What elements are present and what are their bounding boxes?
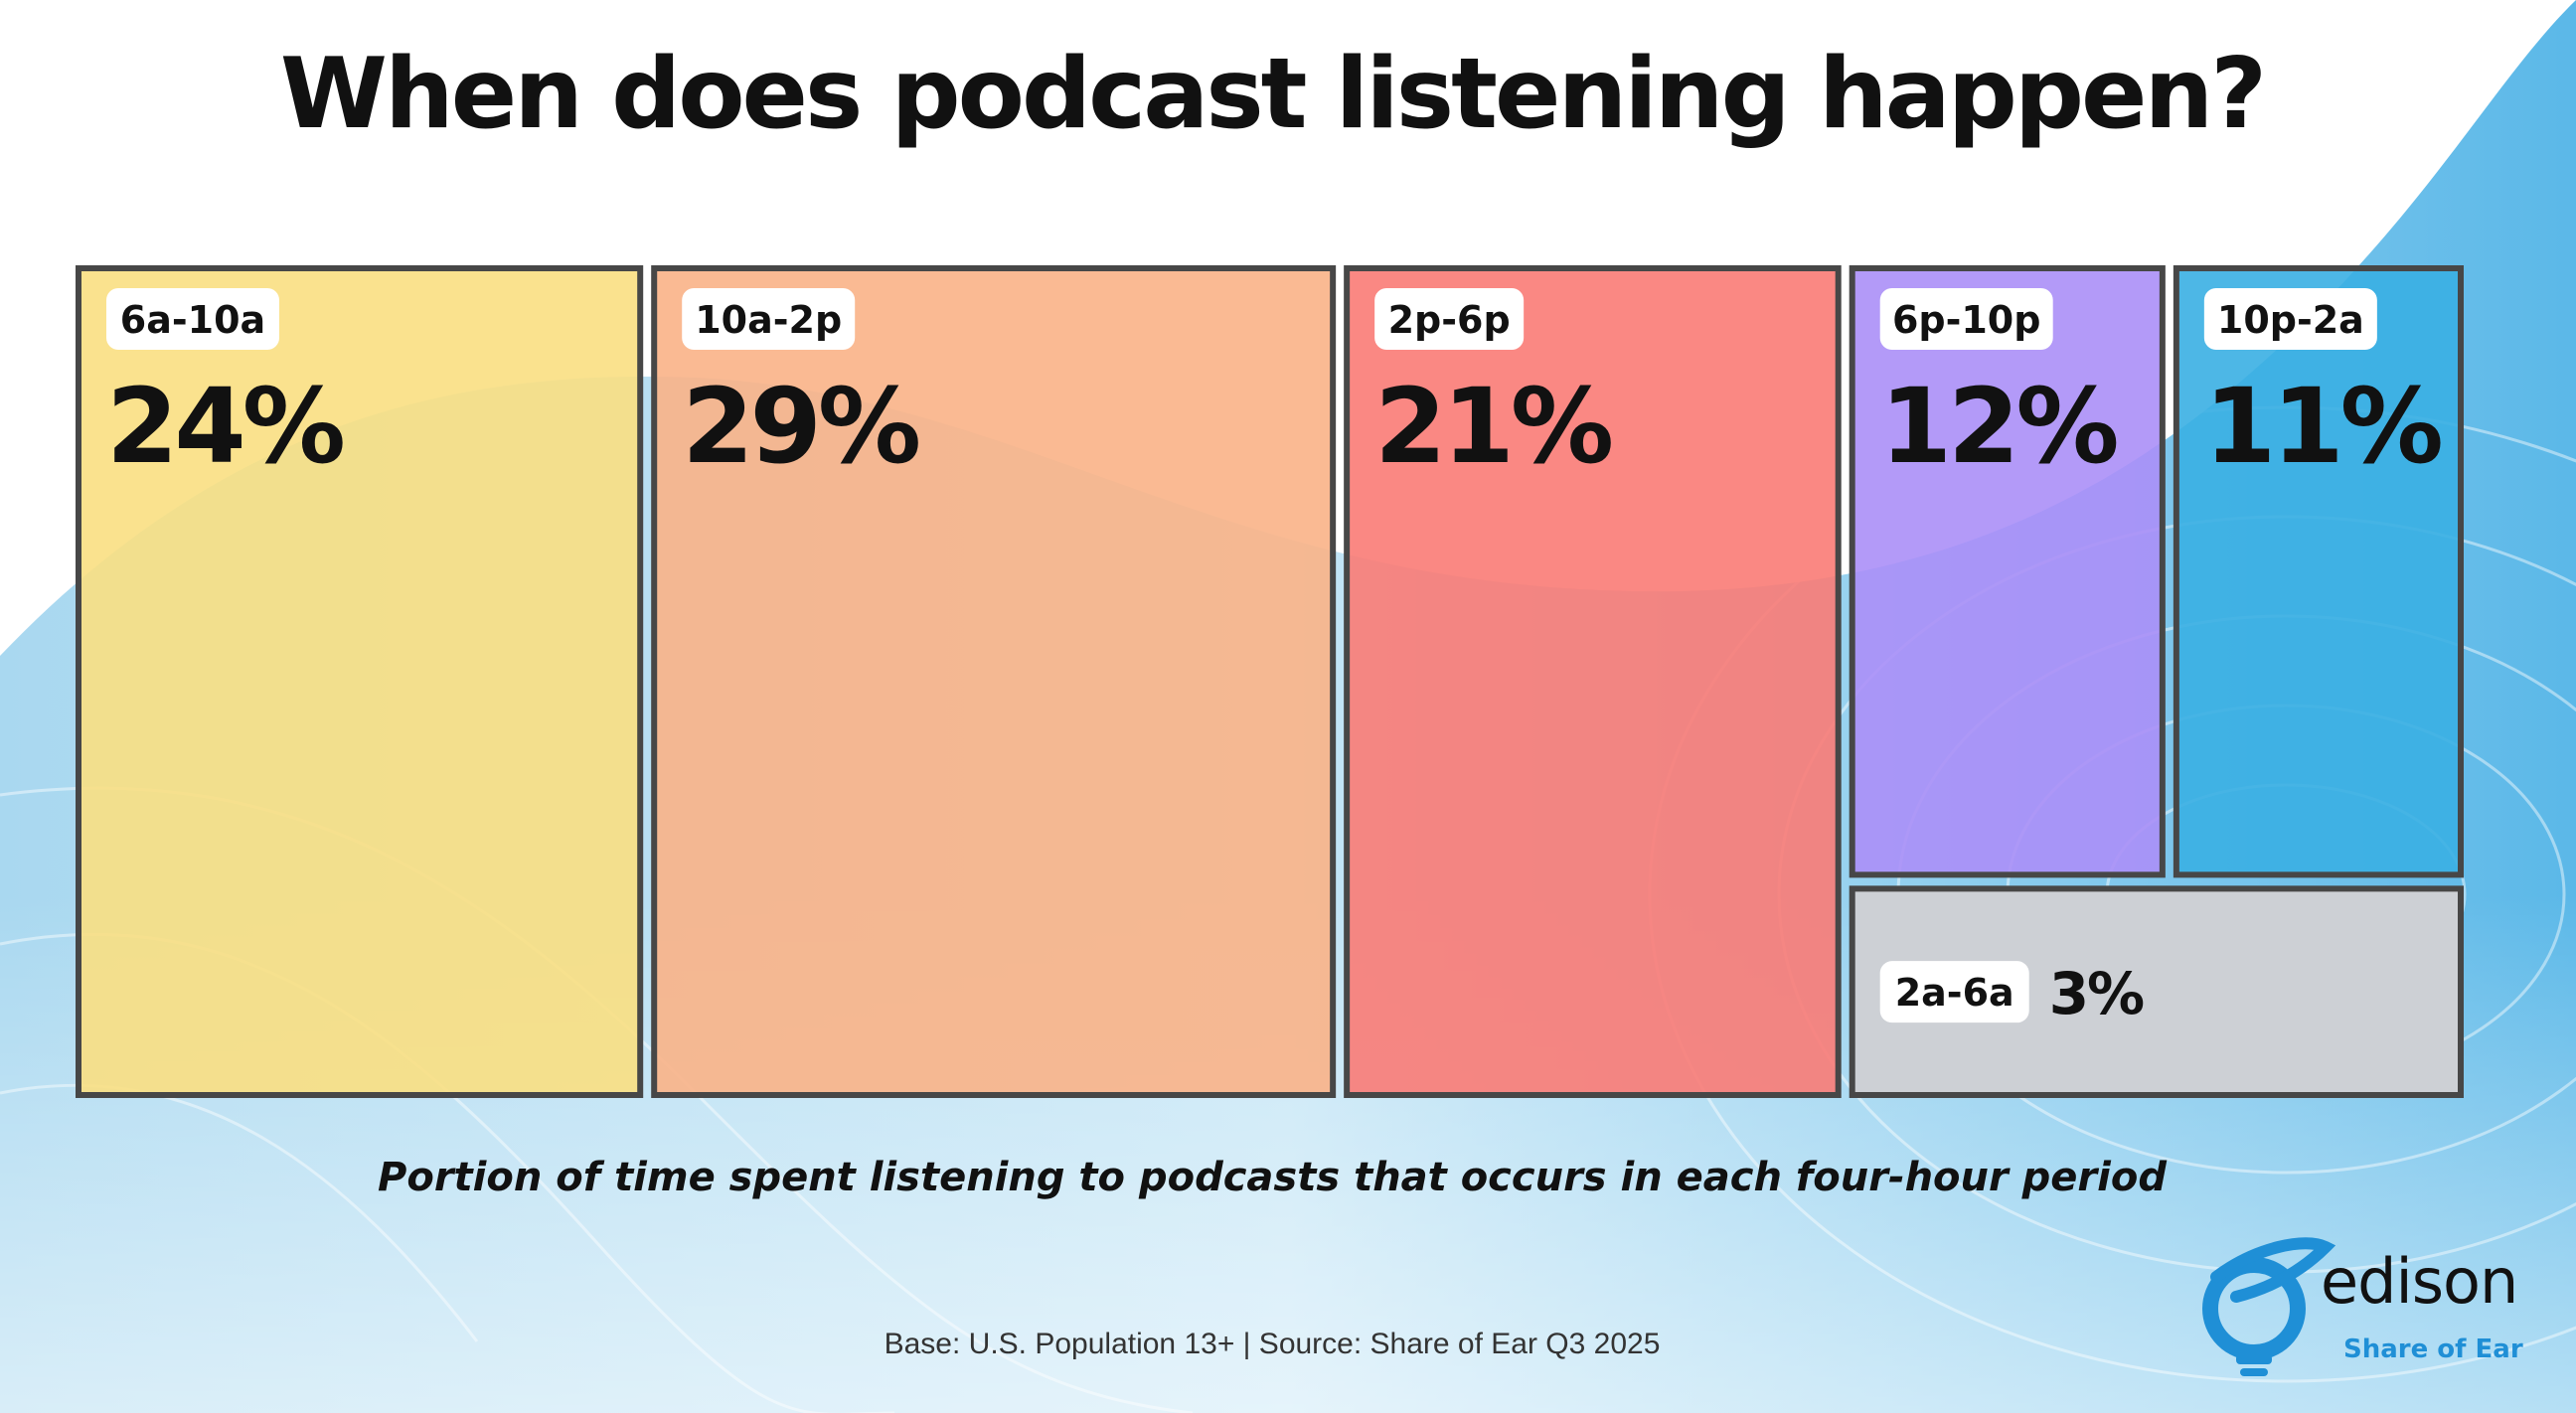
edison-logo-icon [2202, 1237, 2335, 1376]
category-pill-10a-2p [682, 288, 856, 350]
logo-tagline: Share of Ear [2343, 1334, 2523, 1364]
category-label-6a-10a: 6a-10a [120, 298, 265, 342]
treemap-cell-2p-6p: 2p-6p 21% [1344, 265, 1842, 1098]
value-label-2p-6p: 21% [1374, 366, 1611, 487]
category-pill-10p-2a [2203, 288, 2377, 350]
category-label-2p-6p: 2p-6p [1388, 298, 1511, 342]
category-pill-6p-10p [1879, 288, 2053, 350]
treemap-rect-6p-10p [1849, 265, 2166, 878]
treemap-cell-6p-10p: 6p-10p 12% [1849, 265, 2166, 878]
value-label-2a-6a: 3% [2049, 960, 2144, 1027]
source-note: Base: U.S. Population 13+ | Source: Shar… [884, 1328, 1661, 1360]
category-pill-2a-6a [1879, 961, 2029, 1023]
category-label-6p-10p: 6p-10p [1892, 298, 2041, 342]
treemap-rect-10a-2p [651, 265, 1337, 1098]
logo-wordmark: edison [2321, 1245, 2518, 1318]
treemap-cell-10a-2p: 10a-2p 29% [651, 265, 1337, 1098]
category-label-10a-2p: 10a-2p [695, 298, 842, 342]
category-pill-6a-10a [106, 288, 279, 350]
treemap-cell-6a-10a: 6a-10a 24% [76, 265, 644, 1098]
category-label-2a-6a: 2a-6a [1895, 971, 2014, 1015]
category-label-10p-2a: 10p-2a [2217, 298, 2364, 342]
treemap-cell-2a-6a: 2a-6a 3% [1849, 885, 2464, 1098]
category-pill-2p-6p [1374, 288, 1525, 350]
treemap-cell-10p-2a: 10p-2a 11% [2173, 265, 2464, 878]
treemap-rect-6a-10a [76, 265, 644, 1098]
value-label-10a-2p: 29% [682, 366, 918, 487]
edison-logo: edison Share of Ear [2196, 1237, 2564, 1396]
treemap-rect-10p-2a [2173, 265, 2464, 878]
chart-caption: Portion of time spent listening to podca… [378, 1155, 2167, 1200]
value-label-6p-10p: 12% [1880, 366, 2117, 487]
treemap-rect-2p-6p [1344, 265, 1842, 1098]
value-label-6a-10a: 24% [106, 366, 343, 487]
chart-title: When does podcast listening happen? [279, 38, 2267, 151]
value-label-10p-2a: 11% [2204, 366, 2441, 487]
